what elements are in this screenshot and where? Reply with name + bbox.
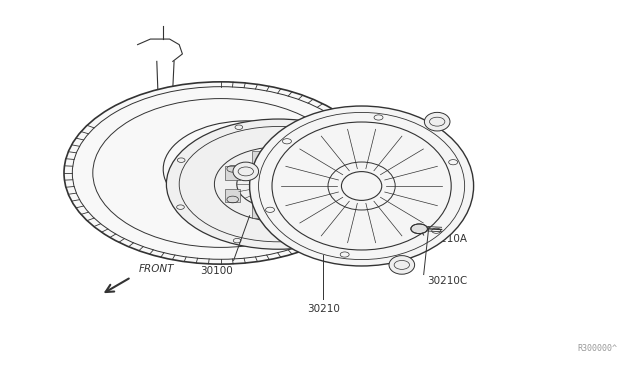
FancyBboxPatch shape [252, 204, 267, 218]
Circle shape [166, 119, 390, 249]
Text: R300000^: R300000^ [578, 344, 618, 353]
Circle shape [64, 82, 378, 264]
Ellipse shape [250, 106, 474, 266]
FancyBboxPatch shape [225, 189, 240, 202]
FancyBboxPatch shape [317, 189, 332, 202]
FancyBboxPatch shape [317, 166, 332, 180]
Ellipse shape [424, 112, 450, 131]
Ellipse shape [389, 256, 415, 274]
Text: 30210C: 30210C [428, 276, 468, 286]
FancyBboxPatch shape [290, 151, 305, 164]
Circle shape [411, 224, 428, 234]
Ellipse shape [233, 162, 259, 181]
FancyBboxPatch shape [290, 204, 305, 218]
FancyBboxPatch shape [252, 151, 267, 164]
Text: 30210: 30210 [307, 304, 340, 314]
Text: 30210A: 30210A [428, 234, 468, 244]
Text: 30100: 30100 [200, 266, 233, 276]
FancyBboxPatch shape [225, 166, 240, 180]
Text: FRONT: FRONT [139, 264, 174, 274]
